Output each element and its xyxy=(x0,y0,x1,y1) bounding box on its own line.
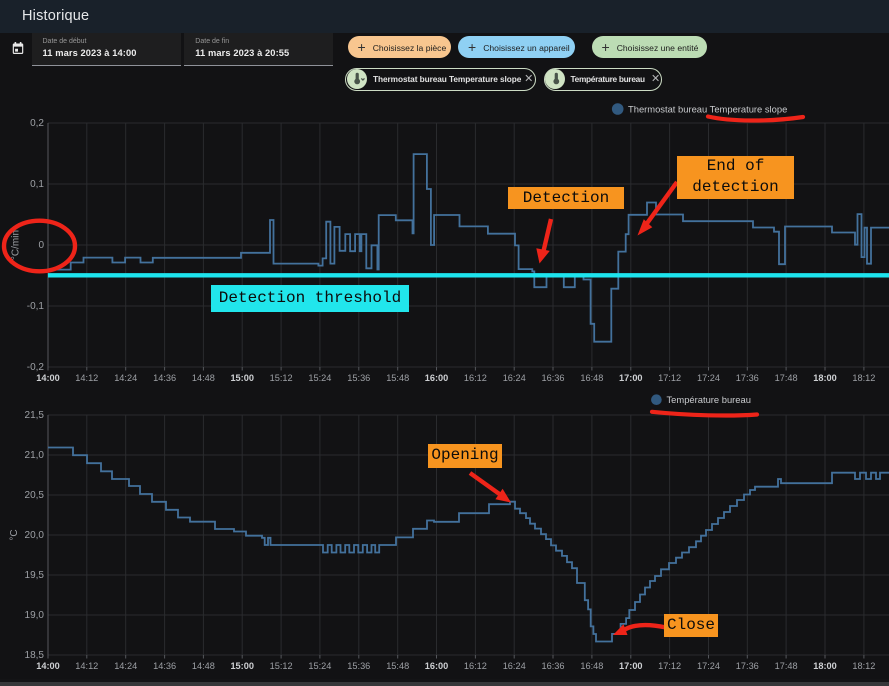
svg-text:18:00: 18:00 xyxy=(813,661,837,671)
svg-text:15:12: 15:12 xyxy=(270,373,293,383)
svg-text:17:48: 17:48 xyxy=(775,661,798,671)
svg-text:17:12: 17:12 xyxy=(658,373,681,383)
svg-text:15:00: 15:00 xyxy=(230,661,254,671)
svg-text:16:36: 16:36 xyxy=(542,661,565,671)
svg-text:16:24: 16:24 xyxy=(503,661,526,671)
svg-text:15:36: 15:36 xyxy=(347,661,370,671)
svg-text:14:00: 14:00 xyxy=(36,373,60,383)
svg-text:-0,1: -0,1 xyxy=(27,301,45,312)
svg-text:19,5: 19,5 xyxy=(25,570,45,581)
svg-text:Température bureau: Température bureau xyxy=(667,394,751,405)
svg-text:14:24: 14:24 xyxy=(114,373,137,383)
svg-text:15:24: 15:24 xyxy=(308,373,331,383)
svg-text:18,5: 18,5 xyxy=(25,650,45,661)
svg-text:16:00: 16:00 xyxy=(425,373,449,383)
svg-text:17:48: 17:48 xyxy=(775,373,798,383)
svg-text:°C: °C xyxy=(9,529,20,540)
svg-text:°C/min: °C/min xyxy=(11,230,22,260)
svg-text:16:00: 16:00 xyxy=(425,661,449,671)
svg-text:18:00: 18:00 xyxy=(813,373,837,383)
svg-text:20,5: 20,5 xyxy=(25,490,45,501)
svg-text:14:00: 14:00 xyxy=(36,661,60,671)
svg-text:16:48: 16:48 xyxy=(580,661,603,671)
svg-text:Thermostat bureau Temperature: Thermostat bureau Temperature slope xyxy=(628,103,787,114)
svg-text:14:24: 14:24 xyxy=(114,661,137,671)
svg-text:17:24: 17:24 xyxy=(697,661,720,671)
svg-text:14:12: 14:12 xyxy=(75,661,98,671)
svg-text:19,0: 19,0 xyxy=(25,610,45,621)
svg-text:0: 0 xyxy=(38,240,44,251)
svg-text:15:48: 15:48 xyxy=(386,373,409,383)
svg-text:0,2: 0,2 xyxy=(30,118,44,129)
svg-text:21,0: 21,0 xyxy=(25,450,45,461)
svg-text:14:36: 14:36 xyxy=(153,373,176,383)
svg-text:14:36: 14:36 xyxy=(153,661,176,671)
svg-text:16:12: 16:12 xyxy=(464,373,487,383)
svg-text:17:12: 17:12 xyxy=(658,661,681,671)
svg-text:17:00: 17:00 xyxy=(619,373,643,383)
svg-text:-0,2: -0,2 xyxy=(27,362,45,373)
svg-text:17:36: 17:36 xyxy=(736,373,759,383)
svg-text:17:36: 17:36 xyxy=(736,661,759,671)
svg-text:16:36: 16:36 xyxy=(542,373,565,383)
svg-text:15:48: 15:48 xyxy=(386,661,409,671)
svg-text:18:12: 18:12 xyxy=(852,373,875,383)
svg-text:20,0: 20,0 xyxy=(25,530,45,541)
svg-text:15:24: 15:24 xyxy=(308,661,331,671)
svg-text:15:00: 15:00 xyxy=(230,373,254,383)
svg-text:17:00: 17:00 xyxy=(619,661,643,671)
svg-text:16:24: 16:24 xyxy=(503,373,526,383)
svg-text:16:12: 16:12 xyxy=(464,661,487,671)
svg-text:18:12: 18:12 xyxy=(852,661,875,671)
svg-text:14:48: 14:48 xyxy=(192,373,215,383)
svg-text:15:12: 15:12 xyxy=(270,661,293,671)
svg-text:14:12: 14:12 xyxy=(75,373,98,383)
svg-text:21,5: 21,5 xyxy=(25,410,45,421)
svg-text:16:48: 16:48 xyxy=(580,373,603,383)
svg-text:17:24: 17:24 xyxy=(697,373,720,383)
svg-text:0,1: 0,1 xyxy=(30,179,44,190)
svg-text:15:36: 15:36 xyxy=(347,373,370,383)
svg-text:14:48: 14:48 xyxy=(192,661,215,671)
